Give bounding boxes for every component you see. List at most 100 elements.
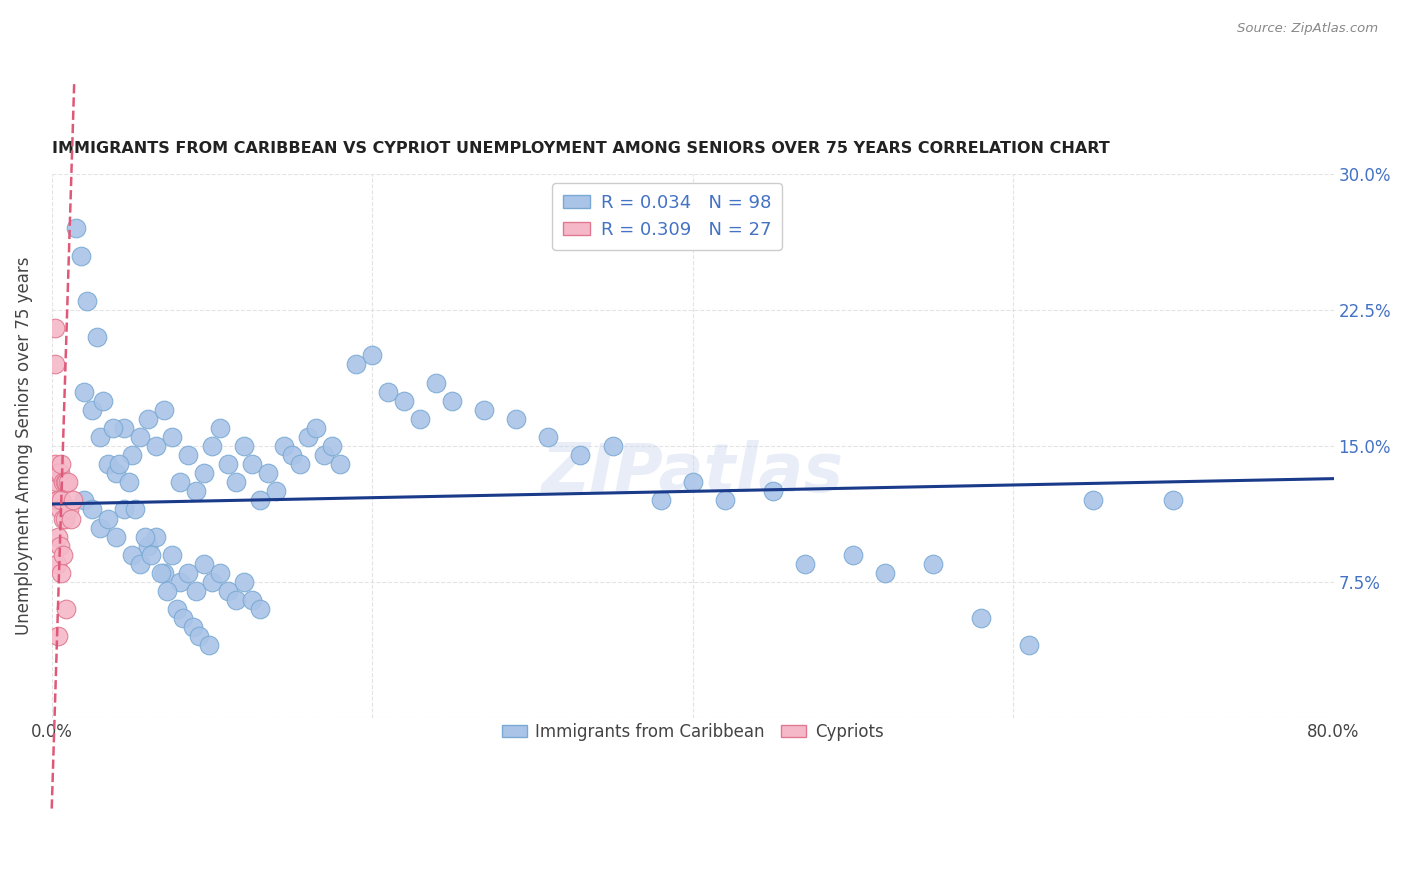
Point — [153, 402, 176, 417]
Point — [288, 457, 311, 471]
Point — [86, 330, 108, 344]
Point — [208, 421, 231, 435]
Point — [217, 457, 239, 471]
Point — [139, 548, 162, 562]
Point — [537, 430, 560, 444]
Y-axis label: Unemployment Among Seniors over 75 years: Unemployment Among Seniors over 75 years — [15, 257, 32, 635]
Point — [44, 321, 66, 335]
Point — [169, 475, 191, 490]
Point — [51, 493, 73, 508]
Point — [46, 530, 69, 544]
Point — [51, 566, 73, 580]
Text: Source: ZipAtlas.com: Source: ZipAtlas.com — [1237, 22, 1378, 36]
Point — [249, 493, 271, 508]
Point — [569, 448, 592, 462]
Point — [344, 358, 367, 372]
Point — [1161, 493, 1184, 508]
Point — [922, 557, 945, 571]
Point — [136, 539, 159, 553]
Point — [177, 566, 200, 580]
Point — [73, 493, 96, 508]
Point — [51, 457, 73, 471]
Point — [156, 584, 179, 599]
Point — [124, 502, 146, 516]
Point — [118, 475, 141, 490]
Point — [97, 457, 120, 471]
Point — [101, 421, 124, 435]
Point — [505, 412, 527, 426]
Point — [273, 439, 295, 453]
Point — [201, 574, 224, 589]
Text: ZIPatlas: ZIPatlas — [541, 440, 844, 506]
Point — [69, 249, 91, 263]
Point — [233, 439, 256, 453]
Point — [257, 466, 280, 480]
Point — [184, 484, 207, 499]
Point — [121, 548, 143, 562]
Point — [249, 602, 271, 616]
Point — [112, 502, 135, 516]
Point — [104, 530, 127, 544]
Point — [52, 548, 75, 562]
Point — [233, 574, 256, 589]
Point — [49, 466, 72, 480]
Point — [602, 439, 624, 453]
Point — [65, 221, 87, 235]
Point — [169, 574, 191, 589]
Point — [321, 439, 343, 453]
Point — [1083, 493, 1105, 508]
Point — [970, 611, 993, 625]
Point — [188, 629, 211, 643]
Point — [89, 520, 111, 534]
Point — [76, 293, 98, 308]
Point — [136, 412, 159, 426]
Point — [45, 493, 67, 508]
Point — [1018, 639, 1040, 653]
Point — [650, 493, 672, 508]
Point — [281, 448, 304, 462]
Point — [160, 548, 183, 562]
Point — [55, 602, 77, 616]
Point — [104, 466, 127, 480]
Point — [44, 358, 66, 372]
Point — [181, 620, 204, 634]
Point — [441, 393, 464, 408]
Point — [46, 493, 69, 508]
Point — [55, 475, 77, 490]
Point — [172, 611, 194, 625]
Point — [52, 511, 75, 525]
Point — [145, 439, 167, 453]
Point — [762, 484, 785, 499]
Point — [153, 566, 176, 580]
Point — [91, 393, 114, 408]
Point — [225, 475, 247, 490]
Point — [842, 548, 865, 562]
Point — [873, 566, 896, 580]
Point — [58, 502, 80, 516]
Point — [121, 448, 143, 462]
Point — [217, 584, 239, 599]
Point — [46, 466, 69, 480]
Point — [134, 530, 156, 544]
Point — [264, 484, 287, 499]
Point — [472, 402, 495, 417]
Point — [193, 466, 215, 480]
Point — [56, 475, 79, 490]
Point — [425, 376, 447, 390]
Point — [201, 439, 224, 453]
Point — [394, 393, 416, 408]
Point — [128, 557, 150, 571]
Point — [240, 457, 263, 471]
Point — [59, 511, 82, 525]
Point — [46, 629, 69, 643]
Point — [240, 593, 263, 607]
Point — [53, 475, 76, 490]
Point — [62, 493, 84, 508]
Point — [225, 593, 247, 607]
Legend: Immigrants from Caribbean, Cypriots: Immigrants from Caribbean, Cypriots — [495, 716, 890, 747]
Point — [409, 412, 432, 426]
Point — [128, 430, 150, 444]
Point — [329, 457, 352, 471]
Text: IMMIGRANTS FROM CARIBBEAN VS CYPRIOT UNEMPLOYMENT AMONG SENIORS OVER 75 YEARS CO: IMMIGRANTS FROM CARIBBEAN VS CYPRIOT UNE… — [52, 141, 1109, 156]
Point — [73, 384, 96, 399]
